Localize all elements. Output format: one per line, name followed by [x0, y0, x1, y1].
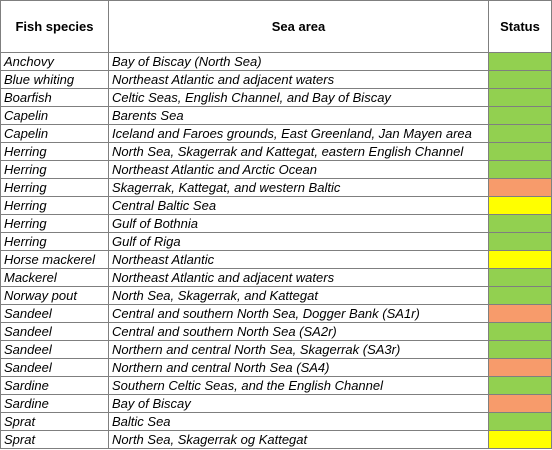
status-color-cell	[488, 196, 552, 215]
fish-species-cell: Norway pout	[0, 286, 109, 305]
status-color-cell	[488, 52, 552, 71]
status-color-cell	[488, 106, 552, 125]
sea-area-cell: North Sea, Skagerrak and Kattegat, easte…	[108, 142, 489, 161]
header-sea-area: Sea area	[108, 0, 489, 53]
status-color-cell	[488, 340, 552, 359]
status-color-cell	[488, 214, 552, 233]
fish-species-cell: Herring	[0, 232, 109, 251]
sea-area-cell: Central Baltic Sea	[108, 196, 489, 215]
table-row: Herring Gulf of Riga	[0, 232, 552, 251]
fish-species-cell: Capelin	[0, 124, 109, 143]
table-row: Sardine Bay of Biscay	[0, 394, 552, 413]
sea-area-cell: Gulf of Riga	[108, 232, 489, 251]
sea-area-cell: Central and southern North Sea (SA2r)	[108, 322, 489, 341]
sea-area-cell: Bay of Biscay (North Sea)	[108, 52, 489, 71]
header-status: Status	[488, 0, 552, 53]
fish-species-cell: Horse mackerel	[0, 250, 109, 269]
fish-species-cell: Mackerel	[0, 268, 109, 287]
status-color-cell	[488, 142, 552, 161]
table-row: Herring North Sea, Skagerrak and Kattegat…	[0, 142, 552, 161]
table-row: Sprat North Sea, Skagerrak og Kattegat	[0, 430, 552, 449]
fish-species-cell: Herring	[0, 196, 109, 215]
sea-area-cell: Southern Celtic Seas, and the English Ch…	[108, 376, 489, 395]
fish-species-cell: Sprat	[0, 412, 109, 431]
fish-species-cell: Sandeel	[0, 340, 109, 359]
fish-species-cell: Sandeel	[0, 358, 109, 377]
fish-species-cell: Capelin	[0, 106, 109, 125]
status-color-cell	[488, 394, 552, 413]
table-row: Boarfish Celtic Seas, English Channel, an…	[0, 88, 552, 107]
fish-species-cell: Herring	[0, 214, 109, 233]
fish-species-cell: Herring	[0, 160, 109, 179]
status-color-cell	[488, 430, 552, 449]
table-row: Herring Skagerrak, Kattegat, and western …	[0, 178, 552, 197]
fish-species-cell: Sprat	[0, 430, 109, 449]
table-row: Capelin Barents Sea	[0, 106, 552, 125]
header-row: Fish species Sea area Status	[0, 0, 552, 53]
table-row: Herring Northeast Atlantic and Arctic Oce…	[0, 160, 552, 179]
fish-species-cell: Sardine	[0, 376, 109, 395]
status-color-cell	[488, 358, 552, 377]
status-color-cell	[488, 286, 552, 305]
status-color-cell	[488, 232, 552, 251]
sea-area-cell: Barents Sea	[108, 106, 489, 125]
sea-area-cell: Baltic Sea	[108, 412, 489, 431]
fish-species-cell: Sandeel	[0, 304, 109, 323]
status-color-cell	[488, 268, 552, 287]
sea-area-cell: Northeast Atlantic	[108, 250, 489, 269]
sea-area-cell: Northeast Atlantic and adjacent waters	[108, 268, 489, 287]
sea-area-cell: Central and southern North Sea, Dogger B…	[108, 304, 489, 323]
status-color-cell	[488, 322, 552, 341]
table-row: Herring Central Baltic Sea	[0, 196, 552, 215]
table-row: Norway pout North Sea, Skagerrak, and Kat…	[0, 286, 552, 305]
table-row: Anchovy Bay of Biscay (North Sea)	[0, 52, 552, 71]
sea-area-cell: Skagerrak, Kattegat, and western Baltic	[108, 178, 489, 197]
status-color-cell	[488, 376, 552, 395]
table-row: Sandeel Central and southern North Sea, D…	[0, 304, 552, 323]
sea-area-cell: Gulf of Bothnia	[108, 214, 489, 233]
status-color-cell	[488, 88, 552, 107]
fish-species-cell: Boarfish	[0, 88, 109, 107]
fish-species-cell: Sardine	[0, 394, 109, 413]
table-row: Sandeel Northern and central North Sea, S…	[0, 340, 552, 359]
header-fish-species: Fish species	[0, 0, 109, 53]
fish-species-cell: Anchovy	[0, 52, 109, 71]
sea-area-cell: Iceland and Faroes grounds, East Greenla…	[108, 124, 489, 143]
table-row: Mackerel Northeast Atlantic and adjacent …	[0, 268, 552, 287]
status-color-cell	[488, 70, 552, 89]
table-row: Sardine Southern Celtic Seas, and the Eng…	[0, 376, 552, 395]
status-color-cell	[488, 412, 552, 431]
table-row: Capelin Iceland and Faroes grounds, East …	[0, 124, 552, 143]
sea-area-cell: Northeast Atlantic and adjacent waters	[108, 70, 489, 89]
sea-area-cell: Celtic Seas, English Channel, and Bay of…	[108, 88, 489, 107]
table-row: Sprat Baltic Sea	[0, 412, 552, 431]
fish-species-cell: Sandeel	[0, 322, 109, 341]
status-color-cell	[488, 178, 552, 197]
table-row: Sandeel Central and southern North Sea (S…	[0, 322, 552, 341]
fish-species-cell: Blue whiting	[0, 70, 109, 89]
table-row: Blue whiting Northeast Atlantic and adjac…	[0, 70, 552, 89]
status-color-cell	[488, 250, 552, 269]
fish-species-cell: Herring	[0, 178, 109, 197]
status-color-cell	[488, 124, 552, 143]
fish-species-cell: Herring	[0, 142, 109, 161]
sea-area-cell: Northern and central North Sea, Skagerra…	[108, 340, 489, 359]
sea-area-cell: Northern and central North Sea (SA4)	[108, 358, 489, 377]
table-row: Horse mackerel Northeast Atlantic	[0, 250, 552, 269]
sea-area-cell: Northeast Atlantic and Arctic Ocean	[108, 160, 489, 179]
status-color-cell	[488, 304, 552, 323]
sea-area-cell: Bay of Biscay	[108, 394, 489, 413]
sea-area-cell: North Sea, Skagerrak og Kattegat	[108, 430, 489, 449]
table-row: Sandeel Northern and central North Sea (S…	[0, 358, 552, 377]
sea-area-cell: North Sea, Skagerrak, and Kattegat	[108, 286, 489, 305]
status-color-cell	[488, 160, 552, 179]
table-row: Herring Gulf of Bothnia	[0, 214, 552, 233]
